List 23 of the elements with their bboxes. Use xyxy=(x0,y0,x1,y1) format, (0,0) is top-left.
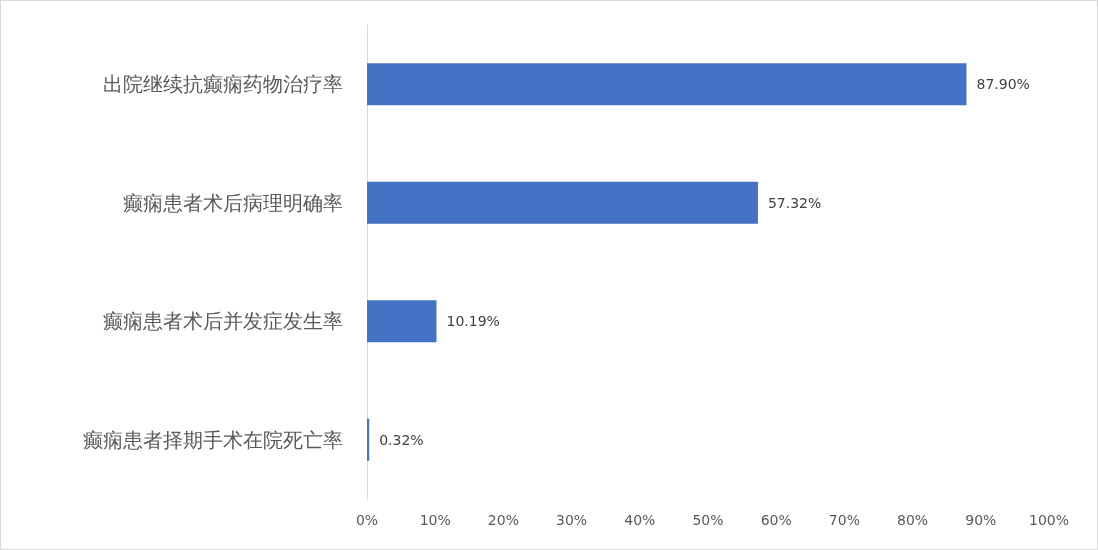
y-tick-label: 出院继续抗癫痫药物治疗率 xyxy=(103,72,343,97)
x-tick-label: 30% xyxy=(556,512,588,528)
y-tick-label: 癫痫患者择期手术在院死亡率 xyxy=(83,427,343,452)
data-label: 87.90% xyxy=(976,76,1030,93)
bar xyxy=(367,418,370,461)
x-tick-label: 20% xyxy=(487,512,519,528)
x-tick-label: 40% xyxy=(624,512,656,528)
x-tick-label: 70% xyxy=(828,512,860,528)
data-label: 10.19% xyxy=(446,313,500,330)
y-tick-label: 癫痫患者术后并发症发生率 xyxy=(103,309,343,334)
bar xyxy=(367,181,758,224)
x-tick-label: 60% xyxy=(760,512,792,528)
data-label: 0.32% xyxy=(379,431,424,448)
x-tick-label: 50% xyxy=(692,512,724,528)
x-tick-label: 0% xyxy=(355,512,379,528)
y-tick-label: 癫痫患者术后病理明确率 xyxy=(123,190,343,215)
bar xyxy=(367,63,967,106)
x-tick-label: 90% xyxy=(965,512,997,528)
bar xyxy=(367,300,437,343)
x-tick-label: 80% xyxy=(897,512,929,528)
data-label: 57.32% xyxy=(767,194,822,211)
x-tick-label: 100% xyxy=(1028,512,1070,528)
x-tick-label: 10% xyxy=(419,512,451,528)
